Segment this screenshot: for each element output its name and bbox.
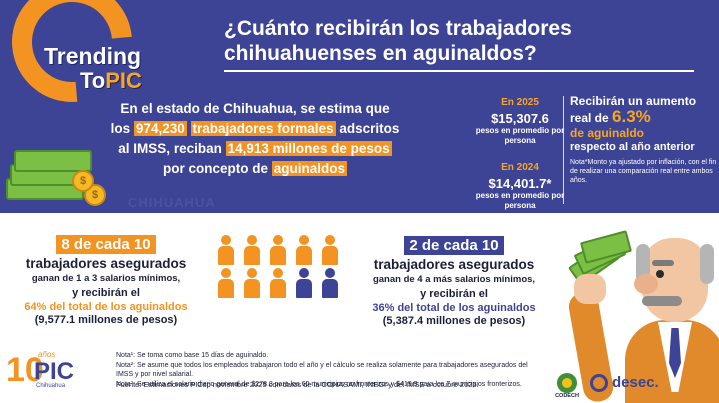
- high-wage-money: (5,387.4 millones de pesos): [382, 315, 526, 327]
- high-wage-percent: 36% del total de los aguinaldos: [372, 302, 536, 314]
- logo-pic: PIC: [34, 358, 75, 385]
- increase-compare: respecto al año anterior: [570, 141, 695, 153]
- person-icon: [267, 268, 289, 298]
- badge-line-2: ToPIC: [80, 70, 170, 92]
- codech-logo: CODECH: [552, 373, 582, 399]
- year-2025-label: En 2025: [501, 97, 539, 108]
- year-2025-amount: $15,307.6: [491, 111, 549, 126]
- note-3: Nota³: Se utiliza el salario diario gene…: [116, 380, 522, 388]
- logo-anos: años: [38, 350, 56, 359]
- column-divider: [563, 96, 564, 204]
- intro-highlight-amount: 14,913 millones de pesos: [225, 141, 392, 156]
- badge-line-2b: PIC: [105, 68, 142, 93]
- high-wage-ratio: 2 de cada 10: [404, 236, 504, 255]
- note-1: Nota¹: Se toma como base 15 días de agui…: [116, 352, 269, 359]
- low-wage-sub2: y recibirán el: [72, 287, 140, 299]
- year-2024-amount: $14,401.7*: [488, 176, 552, 191]
- high-wage-heading: trabajadores asegurados: [373, 257, 535, 272]
- increase-aguinaldo: de aguinaldo: [570, 126, 645, 140]
- intro-p2: [187, 121, 191, 136]
- intro-highlight-workers: 974,230: [133, 121, 187, 136]
- trending-topic-badge: Trending ToPIC: [44, 45, 170, 92]
- increase-t1: Recibirán un aumento real de: [570, 94, 697, 125]
- page-title: ¿Cuánto recibirán los trabajadores chihu…: [224, 17, 572, 65]
- person-icon: [241, 268, 263, 298]
- low-wage-ratio: 8 de cada 10: [56, 235, 156, 254]
- low-wage-percent: 64% del total de los aguinaldos: [24, 301, 188, 313]
- person-icon: [215, 268, 237, 298]
- person-icon: [215, 235, 237, 265]
- year-2025-caption: pesos en promedio por persona: [475, 126, 565, 145]
- note-2: Nota²: Se asume que todos los empleados …: [116, 361, 528, 379]
- increase-text: Recibirán un aumento real de 6.3%: [570, 94, 718, 126]
- person-icon: [319, 235, 341, 265]
- person-icon: [293, 235, 315, 265]
- inflation-note: Nota*Monto ya ajustado por inflación, co…: [570, 159, 717, 184]
- header-banner: Trending ToPIC ¿Cuánto recibirán los tra…: [0, 0, 719, 213]
- person-icon: [267, 235, 289, 265]
- badge-line-1: Trending: [44, 43, 142, 69]
- low-wage-stat: 8 de cada 10 trabajadores asegurados gan…: [6, 235, 206, 326]
- low-wage-money: (9,577.1 millones de pesos): [34, 314, 178, 326]
- year-2024-label: En 2024: [501, 162, 539, 173]
- desec-name: desec.: [612, 374, 659, 391]
- state-map-watermark: CHIHUAHUA: [128, 195, 216, 210]
- person-icon: [293, 268, 315, 298]
- intro-p3: adscritos al IMSS, reciban: [118, 121, 400, 156]
- money-stack-icon: $ $: [0, 150, 110, 210]
- pic-anniversary-logo: 10 años PIC Chihuahua: [6, 350, 111, 394]
- intro-highlight-formal: trabajadores formales: [190, 121, 336, 136]
- intro-text: En el estado de Chihuahua, se estima que…: [110, 99, 400, 179]
- footnotes: Nota¹: Se toma como base 15 días de agui…: [116, 351, 546, 389]
- source-text: Fuente: Estimaciones PICsp noviembre 202…: [116, 380, 479, 389]
- intro-highlight-aguinaldos: aguinaldos: [271, 161, 348, 176]
- low-wage-sub: ganan de 1 a 3 salarios mínimos,: [31, 273, 181, 284]
- logo-chihuahua: Chihuahua: [36, 383, 66, 389]
- high-wage-stat: 2 de cada 10 trabajadores asegurados gan…: [350, 236, 558, 327]
- desec-logo: desec.: [590, 373, 680, 393]
- person-icon: [241, 235, 263, 265]
- people-grid: [215, 235, 345, 329]
- increase-block: Recibirán un aumento real de 6.3% de agu…: [570, 94, 718, 185]
- increase-percent: 6.3%: [612, 107, 651, 126]
- person-icon: [319, 268, 341, 298]
- codech-name: CODECH: [555, 393, 579, 399]
- logo-number: 10: [6, 351, 44, 389]
- intro-p4: por concepto de: [162, 161, 272, 176]
- codech-icon: [557, 373, 577, 393]
- businessman-illustration: [566, 200, 719, 403]
- desec-icon: [590, 374, 608, 392]
- title-underline: [224, 70, 694, 72]
- low-wage-heading: trabajadores asegurados: [25, 256, 187, 271]
- intro-p1: En el estado de Chihuahua, se estima que…: [110, 101, 390, 136]
- year-2024-caption: pesos en promedio por persona: [475, 191, 565, 210]
- yearly-averages: En 2025 $15,307.6 pesos en promedio por …: [474, 97, 566, 211]
- high-wage-sub2: y recibirán el: [420, 288, 488, 300]
- high-wage-sub: ganan de 4 a más salarios mínimos,: [372, 274, 536, 285]
- badge-line-2a: To: [80, 68, 106, 93]
